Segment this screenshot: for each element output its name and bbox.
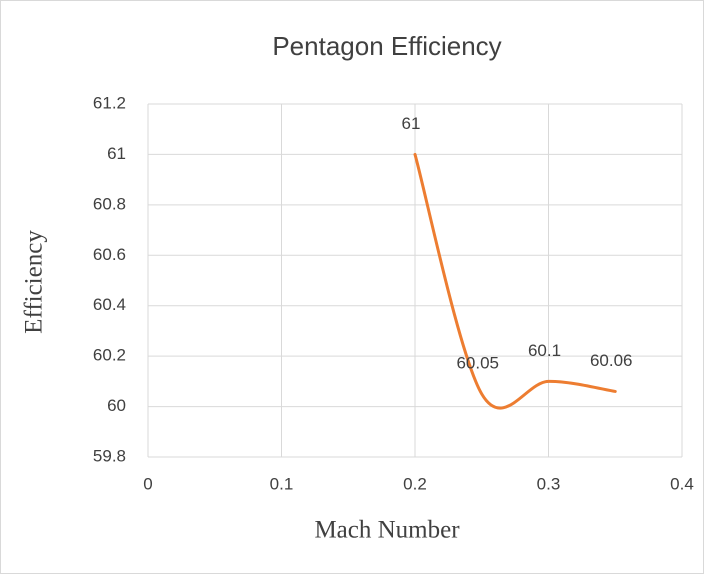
data-label: 60.05: [456, 353, 499, 372]
data-label: 61: [402, 114, 421, 133]
chart-title: Pentagon Efficiency: [272, 31, 501, 61]
y-tick-label: 61.2: [93, 93, 126, 112]
y-tick-label: 60: [107, 396, 126, 415]
y-tick-label: 60.8: [93, 194, 126, 213]
y-tick-label: 60.2: [93, 346, 126, 365]
x-tick-label: 0.3: [537, 474, 561, 493]
x-axis-label: Mach Number: [314, 517, 460, 544]
x-tick-label: 0: [143, 474, 152, 493]
line-series: [413, 152, 617, 410]
x-tick-label: 0.1: [270, 474, 294, 493]
data-label: 60.06: [590, 351, 633, 370]
y-axis-label: Efficiency: [21, 230, 48, 334]
x-tick-label: 0.2: [403, 474, 427, 493]
y-tick-label: 59.8: [93, 446, 126, 465]
y-tick-label: 61: [107, 144, 126, 163]
y-tick-label: 60.6: [93, 245, 126, 264]
y-tick-label: 60.4: [93, 295, 126, 314]
data-label: 60.1: [528, 341, 561, 360]
x-tick-label: 0.4: [670, 474, 694, 493]
